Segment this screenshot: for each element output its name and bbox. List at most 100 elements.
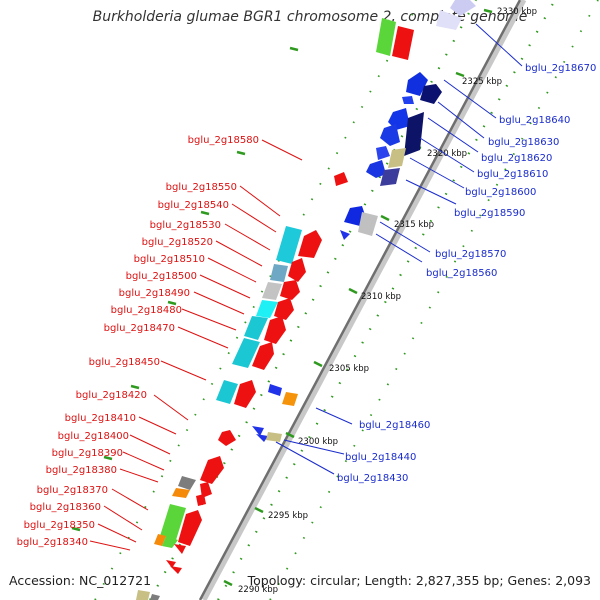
forward-gene[interactable] [218, 430, 236, 446]
forward-gene[interactable] [376, 18, 396, 56]
forward-gene[interactable] [234, 380, 256, 408]
gene-label[interactable]: bglu_2g18440 [345, 452, 416, 463]
gene-label[interactable]: bglu_2g18430 [337, 473, 408, 484]
reverse-gene[interactable] [436, 10, 462, 30]
reverse-gene[interactable] [388, 148, 406, 168]
gene-label[interactable]: bglu_2g18610 [477, 169, 548, 180]
forward-gene[interactable] [262, 282, 282, 300]
forward-gene[interactable] [252, 342, 274, 370]
forward-gene[interactable] [280, 280, 300, 300]
forward-gene[interactable] [270, 264, 288, 282]
tick-label: 2305 kbp [329, 364, 369, 374]
gene-label[interactable]: bglu_2g18370 [37, 485, 108, 496]
gene-label[interactable]: bglu_2g18460 [359, 420, 430, 431]
gene-label[interactable]: bglu_2g18540 [158, 200, 229, 211]
reverse-gene[interactable] [358, 212, 378, 236]
forward-gene[interactable] [392, 26, 414, 60]
gene-label[interactable]: bglu_2g18620 [481, 153, 552, 164]
reverse-gene[interactable] [252, 426, 264, 436]
forward-gene[interactable] [150, 594, 160, 600]
gene-label[interactable]: bglu_2g18420 [76, 390, 147, 401]
forward-gene[interactable] [166, 560, 176, 568]
forward-gene[interactable] [244, 316, 268, 340]
reverse-gene[interactable] [282, 392, 298, 406]
gene-label[interactable]: bglu_2g18410 [65, 413, 136, 424]
gene-label[interactable]: bglu_2g18630 [488, 137, 559, 148]
tick-label: 2325 kbp [462, 77, 502, 87]
forward-gene[interactable] [276, 226, 302, 264]
reverse-gene[interactable] [376, 146, 390, 160]
forward-gene[interactable] [200, 482, 212, 498]
tick-label: 2320 kbp [427, 149, 467, 159]
forward-gene[interactable] [136, 590, 150, 600]
forward-gene[interactable] [154, 534, 166, 546]
gene-label[interactable]: bglu_2g18600 [465, 187, 536, 198]
tick-labels: 2330 kbp 2325 kbp 2320 kbp 2315 kbp 2310… [238, 7, 537, 595]
forward-gene[interactable] [160, 504, 186, 540]
gene-label[interactable]: bglu_2g18380 [46, 465, 117, 476]
gene-label[interactable]: bglu_2g18510 [134, 254, 205, 265]
accession-label: Accession: NC_012721 [9, 573, 152, 588]
forward-gene[interactable] [216, 380, 238, 404]
gene-label[interactable]: bglu_2g18500 [126, 271, 197, 282]
reverse-gene[interactable] [380, 124, 400, 146]
gene-label[interactable]: bglu_2g18590 [454, 208, 525, 219]
reverse-gene[interactable] [402, 96, 414, 104]
gene-label[interactable]: bglu_2g18520 [142, 237, 213, 248]
forward-label-connectors [89, 139, 303, 551]
forward-gene[interactable] [178, 476, 196, 490]
reverse-label-connectors [275, 23, 523, 475]
forward-gene[interactable] [298, 230, 322, 258]
forward-gene[interactable] [162, 536, 178, 548]
reverse-gene[interactable] [366, 160, 386, 178]
reverse-gene[interactable] [404, 112, 424, 156]
map-title: Burkholderia glumae BGR1 chromosome 2, c… [92, 9, 528, 25]
genome-summary: Topology: circular; Length: 2,827,355 bp… [247, 573, 591, 588]
gene-label[interactable]: bglu_2g18360 [30, 502, 101, 513]
forward-gene[interactable] [232, 338, 260, 368]
gene-label[interactable]: bglu_2g18640 [499, 115, 570, 126]
gene-label[interactable]: bglu_2g18580 [188, 135, 259, 146]
gene-label[interactable]: bglu_2g18340 [17, 537, 88, 548]
reverse-gene[interactable] [266, 432, 282, 442]
forward-gene[interactable] [256, 300, 278, 318]
forward-gene[interactable] [334, 172, 348, 186]
forward-gene[interactable] [288, 258, 306, 282]
gene-label[interactable]: bglu_2g18490 [119, 288, 190, 299]
gene-label[interactable]: bglu_2g18670 [525, 63, 596, 74]
gene-label[interactable]: bglu_2g18450 [89, 357, 160, 368]
gene-label[interactable]: bglu_2g18570 [435, 249, 506, 260]
forward-gene[interactable] [196, 494, 206, 506]
reverse-gene[interactable] [340, 230, 350, 240]
gene-label[interactable]: bglu_2g18400 [58, 431, 129, 442]
gene-label[interactable]: bglu_2g18550 [166, 182, 237, 193]
gene-label[interactable]: bglu_2g18390 [52, 448, 123, 459]
reverse-gene[interactable] [268, 384, 282, 396]
forward-gene[interactable] [170, 566, 182, 574]
reverse-gene[interactable] [256, 434, 268, 442]
forward-gene[interactable] [178, 510, 202, 546]
tick-label: 2310 kbp [361, 292, 401, 302]
forward-strand-genes [136, 18, 414, 600]
gene-label[interactable]: bglu_2g18530 [150, 220, 221, 231]
gene-label[interactable]: bglu_2g18560 [426, 268, 497, 279]
forward-gene[interactable] [172, 488, 190, 498]
gene-label[interactable]: bglu_2g18480 [111, 305, 182, 316]
reverse-gene[interactable] [406, 72, 428, 96]
reverse-gene[interactable] [450, 0, 476, 16]
reverse-strand-genes [252, 0, 476, 442]
reverse-gene[interactable] [380, 168, 400, 186]
forward-gene-labels: bglu_2g18580 bglu_2g18550 bglu_2g18540 b… [17, 135, 259, 548]
gene-label[interactable]: bglu_2g18350 [24, 520, 95, 531]
forward-gene[interactable] [264, 316, 286, 344]
forward-gene[interactable] [200, 456, 224, 484]
forward-gene[interactable] [274, 298, 294, 320]
tick-label: 2300 kbp [298, 437, 338, 447]
outer-dotted-ring [149, 0, 477, 600]
reverse-gene[interactable] [388, 108, 410, 130]
forward-gene[interactable] [174, 544, 186, 554]
reverse-gene-labels: bglu_2g18670 bglu_2g18640 bglu_2g18630 b… [337, 63, 596, 484]
gene-label[interactable]: bglu_2g18470 [104, 323, 175, 334]
reverse-gene[interactable] [420, 84, 442, 104]
